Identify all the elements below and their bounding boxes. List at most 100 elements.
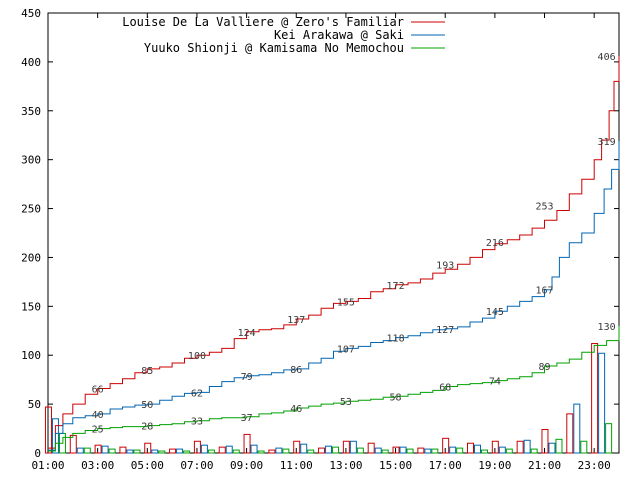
x-tick-label: 23:00 — [578, 459, 611, 472]
hourly-bar — [342, 440, 350, 454]
hourly-bar — [133, 449, 141, 454]
hourly-bar — [257, 450, 265, 454]
data-label: 253 — [535, 202, 553, 213]
hourly-bar — [498, 446, 506, 454]
hourly-bar — [332, 446, 340, 454]
data-label: 127 — [436, 325, 454, 336]
hourly-bar — [541, 429, 549, 454]
hourly-bar — [367, 442, 375, 454]
hourly-bar — [243, 433, 251, 454]
x-tick-label: 07:00 — [180, 459, 213, 472]
y-tick-label: 400 — [21, 56, 41, 69]
data-label: 58 — [390, 392, 402, 403]
y-tick-label: 450 — [21, 7, 41, 20]
y-tick-label: 200 — [21, 251, 41, 264]
y-tick-label: 50 — [28, 398, 41, 411]
hourly-bar — [282, 448, 290, 454]
hourly-bar — [169, 448, 177, 454]
hourly-bar — [555, 438, 563, 454]
x-tick-label: 11:00 — [280, 459, 313, 472]
hourly-bar — [232, 449, 240, 454]
hourly-bar — [480, 449, 488, 454]
data-label: 319 — [598, 137, 616, 148]
hourly-bar — [176, 448, 184, 454]
data-label: 137 — [287, 315, 305, 326]
hourly-bar — [76, 447, 84, 454]
hourly-bar — [207, 449, 215, 454]
hourly-bar — [83, 447, 91, 454]
data-label: 50 — [141, 400, 153, 411]
data-label: 37 — [241, 413, 253, 424]
hourly-bar — [108, 448, 116, 454]
data-label: 53 — [340, 397, 352, 408]
hourly-bar — [325, 445, 333, 454]
hourly-bar — [605, 423, 613, 454]
hourly-bar — [392, 446, 400, 454]
y-tick-label: 0 — [34, 447, 41, 460]
data-label: 66 — [92, 384, 104, 395]
hourly-bar — [200, 444, 208, 454]
hourly-bar — [144, 442, 152, 454]
data-label: 86 — [290, 365, 302, 376]
hourly-bar — [183, 450, 191, 454]
hourly-bar — [349, 440, 357, 454]
hourly-bar — [566, 413, 574, 454]
data-label: 172 — [387, 281, 405, 292]
data-label: 406 — [598, 52, 616, 63]
hourly-bar — [44, 406, 52, 454]
hourly-bar — [69, 434, 77, 454]
hourly-bar — [193, 440, 201, 454]
hourly-bar — [101, 445, 109, 454]
hourly-bar — [505, 448, 513, 454]
hourly-bar — [431, 448, 439, 454]
series-line — [48, 325, 620, 452]
hourly-bar — [250, 444, 258, 454]
data-label: 74 — [489, 377, 501, 388]
hourly-bar — [456, 447, 464, 454]
x-tick-label: 19:00 — [478, 459, 511, 472]
data-label: 193 — [436, 260, 454, 271]
data-label: 62 — [191, 388, 203, 399]
data-label: 46 — [290, 404, 302, 415]
hourly-bar — [119, 446, 127, 454]
data-label: 25 — [92, 425, 104, 436]
hourly-bar — [449, 446, 457, 454]
hourly-bar — [318, 447, 326, 454]
hourly-bar — [491, 440, 499, 454]
hourly-bar — [516, 440, 524, 454]
y-tick-label: 250 — [21, 203, 41, 216]
data-label: 100 — [188, 351, 206, 362]
x-tick-label: 13:00 — [329, 459, 362, 472]
hourly-bar — [374, 447, 382, 454]
data-label: 124 — [238, 328, 256, 339]
series-line — [48, 56, 620, 449]
data-label: 68 — [439, 383, 451, 394]
data-label: 167 — [535, 286, 553, 297]
hourly-bar — [356, 447, 364, 454]
data-label: 118 — [387, 334, 405, 345]
x-tick-label: 01:00 — [31, 459, 64, 472]
hourly-bar — [399, 446, 407, 454]
hourly-bar — [151, 449, 159, 454]
hourly-bar — [442, 437, 450, 454]
x-tick-label: 21:00 — [528, 459, 561, 472]
hourly-bar — [598, 352, 606, 454]
hourly-bar — [573, 403, 581, 454]
hourly-bar — [158, 450, 166, 454]
data-label: 130 — [598, 322, 616, 333]
data-label: 33 — [191, 417, 203, 428]
hourly-bar — [218, 446, 226, 454]
data-label: 89 — [538, 362, 550, 373]
hourly-bar — [275, 447, 283, 454]
hourly-bar — [591, 342, 599, 454]
data-label: 145 — [486, 307, 504, 318]
hourly-bar — [307, 449, 315, 454]
hourly-bar — [424, 448, 432, 454]
x-tick-label: 05:00 — [131, 459, 164, 472]
x-tick-label: 09:00 — [230, 459, 263, 472]
hourly-bar — [268, 449, 276, 454]
y-tick-label: 350 — [21, 105, 41, 118]
hourly-bar — [126, 449, 134, 454]
hourly-bar — [466, 442, 474, 454]
